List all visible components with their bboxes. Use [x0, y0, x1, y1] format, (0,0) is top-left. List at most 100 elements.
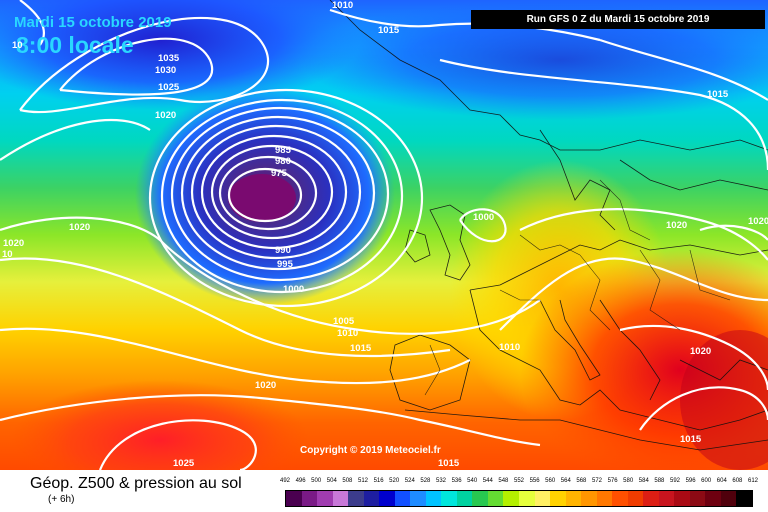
forecast-date: Mardi 15 octobre 2019: [14, 14, 172, 31]
legend-swatch: [487, 491, 504, 506]
isobar-label: 1000: [473, 212, 495, 223]
legend-swatch: [301, 491, 318, 506]
isobar-label: 1020: [155, 110, 177, 121]
footer-subtitle: (+ 6h): [48, 494, 75, 505]
legend-tick: 568: [576, 478, 587, 484]
borders: [424, 179, 731, 396]
legend-swatch: [472, 491, 488, 506]
isobar-label: 985: [275, 145, 291, 156]
isobar-label: 1025: [158, 82, 180, 93]
legend-swatch: [674, 491, 690, 506]
legend-swatch: [518, 491, 535, 506]
isobar-label: 1000: [283, 284, 305, 295]
isobars: [0, 0, 768, 470]
isobar-label: 990: [275, 245, 291, 256]
isobar-label: 1020: [748, 216, 768, 227]
isobar-label: 1020: [3, 238, 25, 249]
legend-tick: 596: [685, 478, 696, 484]
legend-tick: 580: [623, 478, 634, 484]
legend-tick: 536: [451, 478, 462, 484]
legend-tick: 556: [529, 478, 540, 484]
legend-tick: 552: [513, 478, 525, 484]
color-scale-legend: [285, 490, 753, 507]
legend-swatch: [736, 491, 752, 506]
legend-swatch: [332, 491, 349, 506]
legend-tick: 544: [482, 478, 493, 484]
isobar-label: 1025: [173, 458, 195, 469]
legend-tick: 572: [591, 478, 603, 484]
legend-swatch: [410, 491, 426, 506]
footer-title: Géop. Z500 & pression au sol: [30, 475, 242, 492]
legend-swatch: [596, 491, 613, 506]
isobar-label: 1015: [438, 458, 460, 469]
legend-tick: 512: [357, 478, 369, 484]
legend-swatch: [379, 491, 395, 506]
legend-swatch: [317, 491, 333, 506]
legend-swatch: [425, 491, 442, 506]
isobar-label: 10: [2, 249, 13, 260]
legend-tick-labels: 492 496 500 504 508 512 516 520 524 528 532 536 540 5…: [279, 478, 759, 488]
legend-tick: 576: [607, 478, 618, 484]
legend-tick: 524: [404, 478, 415, 484]
legend-swatch: [612, 491, 628, 506]
legend-tick: 588: [654, 478, 665, 484]
legend-tick: 520: [389, 478, 400, 484]
isobar-label: 1005: [333, 316, 355, 327]
legend-swatch: [286, 491, 302, 506]
isobar-label: 1020: [69, 222, 91, 233]
legend-tick: 608: [732, 478, 743, 484]
legend-tick: 592: [669, 478, 681, 484]
isobar-label: 1015: [350, 343, 372, 354]
legend-tick: 492: [279, 478, 291, 484]
isobar-label: 1030: [155, 65, 177, 76]
coastlines: [329, 0, 768, 451]
legend-tick: 500: [311, 478, 322, 484]
forecast-map: Mardi 15 octobre 2019 8:00 locale Run GF…: [0, 0, 768, 470]
map-graphic: [0, 0, 768, 470]
legend-swatch: [441, 491, 457, 506]
isobar-label: 1010: [337, 328, 359, 339]
legend-swatch: [456, 491, 473, 506]
copyright-text: Copyright © 2019 Meteociel.fr: [300, 445, 441, 456]
legend-tick: 584: [638, 478, 649, 484]
legend-swatch: [348, 491, 364, 506]
isobar-label: 1035: [158, 53, 180, 64]
legend-tick: 496: [295, 478, 306, 484]
legend-tick: 548: [498, 478, 509, 484]
isobar-label: 1020: [255, 380, 277, 391]
legend-tick: 540: [467, 478, 478, 484]
forecast-local-time: 8:00 locale: [16, 32, 134, 58]
isobar-label: 975: [271, 168, 287, 179]
isobar-label: 1020: [690, 346, 712, 357]
legend-swatch: [503, 491, 519, 506]
legend-tick: 528: [420, 478, 431, 484]
isobar-label: 1010: [499, 342, 521, 353]
legend-swatch: [565, 491, 582, 506]
legend-tick: 532: [435, 478, 447, 484]
legend-tick: 560: [545, 478, 556, 484]
legend-swatch: [534, 491, 551, 506]
isobar-label: 980: [275, 156, 291, 167]
legend-swatch: [643, 491, 659, 506]
legend-swatch: [581, 491, 597, 506]
legend-tick: 564: [560, 478, 571, 484]
isobar-label: 1015: [378, 25, 400, 36]
legend-swatch: [550, 491, 566, 506]
isobar-label: 1015: [707, 89, 729, 100]
legend-tick: 604: [716, 478, 727, 484]
isobar-label: 995: [277, 259, 293, 270]
legend-swatch: [627, 491, 644, 506]
legend-swatch: [658, 491, 675, 506]
isobar-label: 1015: [680, 434, 702, 445]
legend-swatch: [720, 491, 737, 506]
legend-tick: 612: [747, 478, 759, 484]
legend-swatch: [705, 491, 721, 506]
legend-swatch: [689, 491, 706, 506]
isobar-label: 1010: [332, 0, 354, 11]
isobar-label: 10: [12, 40, 23, 51]
legend-tick: 600: [701, 478, 712, 484]
legend-tick: 504: [326, 478, 337, 484]
legend-tick: 508: [342, 478, 353, 484]
legend-swatch: [394, 491, 411, 506]
